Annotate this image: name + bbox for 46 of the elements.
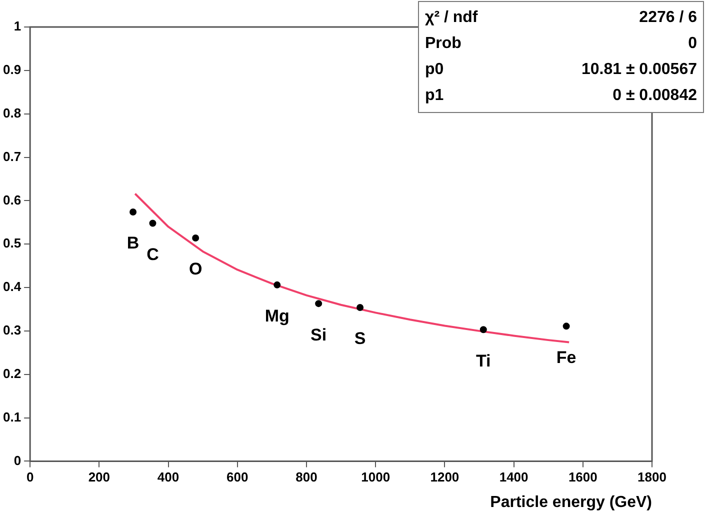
x-tick-label: 1600 bbox=[568, 470, 598, 485]
annotation: Ti bbox=[476, 351, 491, 370]
x-tick-label: 1400 bbox=[499, 470, 528, 485]
point bbox=[149, 220, 156, 227]
annotation: B bbox=[126, 234, 140, 253]
point bbox=[130, 208, 137, 216]
text: χ² / ndf bbox=[425, 8, 478, 28]
point bbox=[356, 304, 364, 311]
annotation: O bbox=[188, 260, 202, 279]
y-tick-label: 0.2 bbox=[2, 366, 22, 381]
y-tick-label: 0 bbox=[14, 452, 22, 468]
annotation: Mg bbox=[264, 306, 290, 326]
y-tick-label: 1 bbox=[14, 18, 22, 34]
x-tick-label: 1800 bbox=[638, 470, 666, 485]
annotation: Si bbox=[310, 325, 327, 344]
y-tick-label: 0.3 bbox=[2, 322, 22, 338]
text: 0 bbox=[688, 34, 697, 54]
point bbox=[315, 300, 322, 308]
annotation: 0 ± 0.00842 bbox=[612, 86, 697, 106]
annotation: 10.81 ± 0.00567 bbox=[581, 60, 697, 80]
x-tick-label: 1200 bbox=[430, 470, 460, 485]
annotation: C bbox=[146, 244, 159, 264]
x-tick-label: 1000 bbox=[361, 470, 390, 485]
x-tick-label: 400 bbox=[157, 470, 180, 485]
annotation: p0 bbox=[425, 60, 444, 80]
point bbox=[480, 326, 487, 334]
y-tick-label: 0.6 bbox=[2, 192, 22, 208]
annotation: p1 bbox=[425, 86, 444, 106]
point bbox=[562, 322, 570, 330]
x-axis-title: Particle energy (GeV) bbox=[490, 494, 652, 511]
y-tick-label: 0.5 bbox=[2, 236, 22, 251]
x-tick-label: 0 bbox=[26, 470, 34, 485]
y-tick-label: 0.9 bbox=[2, 62, 22, 77]
x-tick-label: 200 bbox=[88, 470, 110, 485]
text: 2276 / 6 bbox=[639, 8, 697, 28]
y-tick-label: 0.7 bbox=[2, 148, 22, 164]
annotation: Fe bbox=[556, 348, 576, 367]
x-tick-label: 600 bbox=[226, 470, 248, 485]
point bbox=[192, 234, 200, 242]
y-tick-label: 0.8 bbox=[2, 105, 22, 120]
annotation: S bbox=[354, 329, 366, 348]
y-tick-label: 0.4 bbox=[2, 279, 22, 294]
point bbox=[274, 281, 281, 288]
annotation: Prob bbox=[425, 34, 462, 54]
x-tick-label: 800 bbox=[296, 470, 318, 485]
y-tick-label: 0.1 bbox=[2, 409, 22, 424]
